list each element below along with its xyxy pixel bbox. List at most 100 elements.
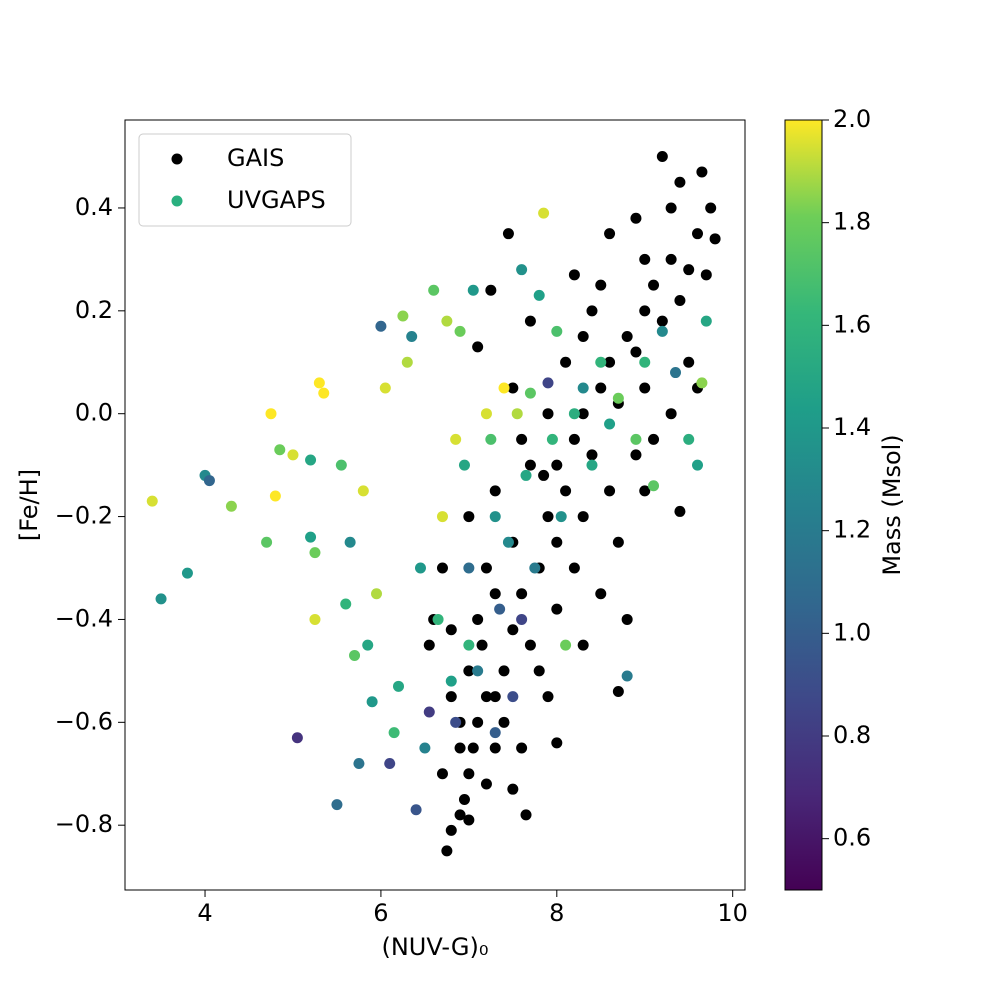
colorbar-tick-label: 1.6	[833, 310, 871, 338]
point	[445, 691, 457, 703]
point	[472, 341, 484, 353]
point	[612, 536, 624, 548]
point	[441, 845, 453, 857]
point	[388, 727, 400, 739]
point	[498, 382, 510, 394]
point	[467, 284, 479, 296]
point	[436, 768, 448, 780]
y-tick-label: −0.8	[55, 810, 113, 838]
point	[489, 742, 501, 754]
point	[665, 202, 677, 214]
point	[203, 475, 215, 487]
point	[621, 613, 633, 625]
legend-marker	[171, 153, 183, 165]
point	[639, 253, 651, 265]
point	[507, 691, 519, 703]
point	[511, 408, 523, 420]
point	[520, 809, 532, 821]
colorbar-tick-label: 2.0	[833, 105, 871, 133]
point	[309, 547, 321, 559]
point	[480, 691, 492, 703]
point	[414, 562, 426, 574]
point	[498, 665, 510, 677]
point	[393, 680, 405, 692]
point	[489, 727, 501, 739]
point	[586, 449, 598, 461]
point	[546, 433, 558, 445]
point	[335, 459, 347, 471]
point	[555, 511, 567, 523]
point	[529, 562, 541, 574]
point	[648, 279, 660, 291]
point	[502, 536, 514, 548]
point	[577, 408, 589, 420]
point	[423, 639, 435, 651]
point	[568, 408, 580, 420]
point	[480, 408, 492, 420]
point	[656, 151, 668, 163]
legend-marker	[171, 195, 183, 207]
point	[696, 377, 708, 389]
point	[665, 408, 677, 420]
point	[700, 315, 712, 327]
point	[542, 691, 554, 703]
point	[577, 639, 589, 651]
colorbar-tick-label: 0.8	[833, 721, 871, 749]
point	[410, 804, 422, 816]
point	[494, 603, 506, 615]
point	[489, 588, 501, 600]
point	[630, 346, 642, 358]
point	[357, 485, 369, 497]
point	[507, 382, 519, 394]
point	[533, 665, 545, 677]
point	[463, 511, 475, 523]
point	[489, 511, 501, 523]
colorbar-tick-label: 1.2	[833, 516, 871, 544]
point	[538, 207, 550, 219]
point	[621, 331, 633, 343]
point	[538, 469, 550, 481]
colorbar-tick-label: 0.6	[833, 824, 871, 852]
point	[265, 408, 277, 420]
point	[665, 253, 677, 265]
point	[485, 284, 497, 296]
point	[225, 500, 237, 512]
point	[630, 449, 642, 461]
point	[586, 459, 598, 471]
point	[639, 485, 651, 497]
x-tick-label: 10	[717, 899, 748, 927]
point	[568, 562, 580, 574]
point	[432, 613, 444, 625]
point	[577, 331, 589, 343]
point	[463, 665, 475, 677]
point	[674, 295, 686, 307]
point	[146, 495, 158, 507]
point	[542, 408, 554, 420]
point	[604, 485, 616, 497]
point	[384, 757, 396, 769]
point	[516, 588, 528, 600]
point	[502, 228, 514, 240]
point	[630, 212, 642, 224]
point	[261, 536, 273, 548]
point	[445, 675, 457, 687]
point	[709, 233, 721, 245]
legend-label: GAIS	[227, 144, 284, 172]
y-tick-label: 0.4	[75, 193, 113, 221]
colorbar-tick-label: 1.0	[833, 618, 871, 646]
point	[700, 269, 712, 281]
point	[516, 264, 528, 276]
point	[371, 588, 383, 600]
point	[595, 356, 607, 368]
point	[181, 567, 193, 579]
x-axis-label: (NUV-G)₀	[381, 933, 488, 961]
point	[595, 279, 607, 291]
point	[419, 742, 431, 754]
point	[331, 799, 343, 811]
point	[560, 639, 572, 651]
point	[551, 536, 563, 548]
point	[274, 444, 286, 456]
point	[401, 356, 413, 368]
point	[692, 228, 704, 240]
